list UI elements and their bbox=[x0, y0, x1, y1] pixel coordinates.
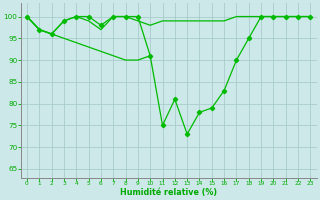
X-axis label: Humidité relative (%): Humidité relative (%) bbox=[120, 188, 217, 197]
